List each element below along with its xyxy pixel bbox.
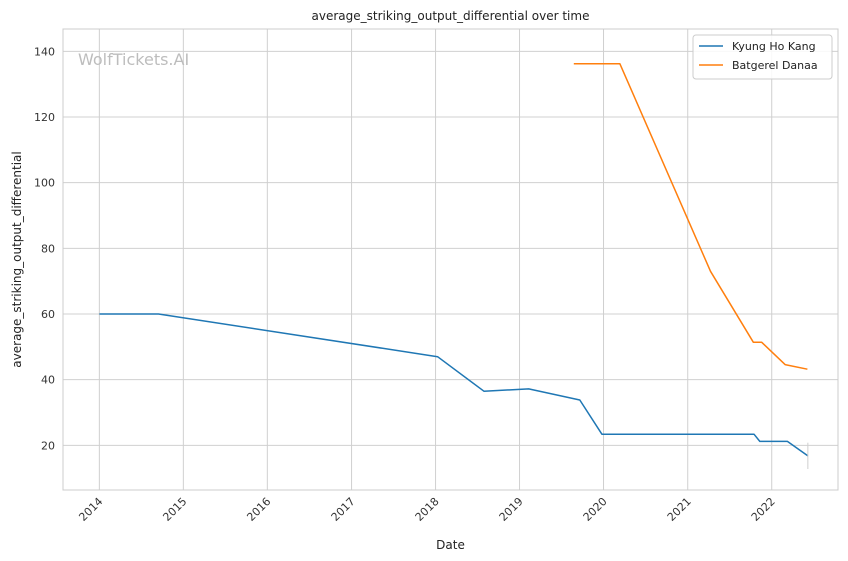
watermark-text: WolfTickets.AI xyxy=(78,50,189,69)
plot-area-frame xyxy=(62,28,839,491)
series-lines xyxy=(99,63,809,469)
series-line-2 xyxy=(573,63,808,370)
x-tick-label: 2019 xyxy=(497,495,526,524)
y-tick-label: 40 xyxy=(41,374,55,387)
legend-box xyxy=(692,34,833,80)
x-tick-label: 2020 xyxy=(581,495,610,524)
y-tick-label: 120 xyxy=(34,111,55,124)
y-tick-label: 80 xyxy=(41,242,55,255)
grid xyxy=(63,29,838,490)
x-tick-label: 2016 xyxy=(244,495,273,524)
x-tick-label: 2015 xyxy=(160,495,189,524)
x-axis-title: Date xyxy=(436,538,465,552)
legend-label-1: Kyung Ho Kang xyxy=(732,40,816,53)
legend: Kyung Ho Kang Batgerel Danaa xyxy=(692,34,833,80)
x-tick-label: 2022 xyxy=(749,495,778,524)
y-tick-label: 20 xyxy=(41,439,55,452)
y-tick-label: 140 xyxy=(34,45,55,58)
y-tick-label: 60 xyxy=(41,308,55,321)
x-tick-label: 2014 xyxy=(76,495,105,524)
x-tick-label: 2017 xyxy=(329,495,358,524)
x-tick-label: 2018 xyxy=(413,495,442,524)
legend-label-2: Batgerel Danaa xyxy=(732,59,818,72)
x-tick-label: 2021 xyxy=(665,495,694,524)
chart-title: average_striking_output_differential ove… xyxy=(312,9,590,23)
y-tick-label: 100 xyxy=(34,177,55,190)
y-axis-title: average_striking_output_differential xyxy=(10,151,24,367)
series-line-1 xyxy=(99,313,809,457)
